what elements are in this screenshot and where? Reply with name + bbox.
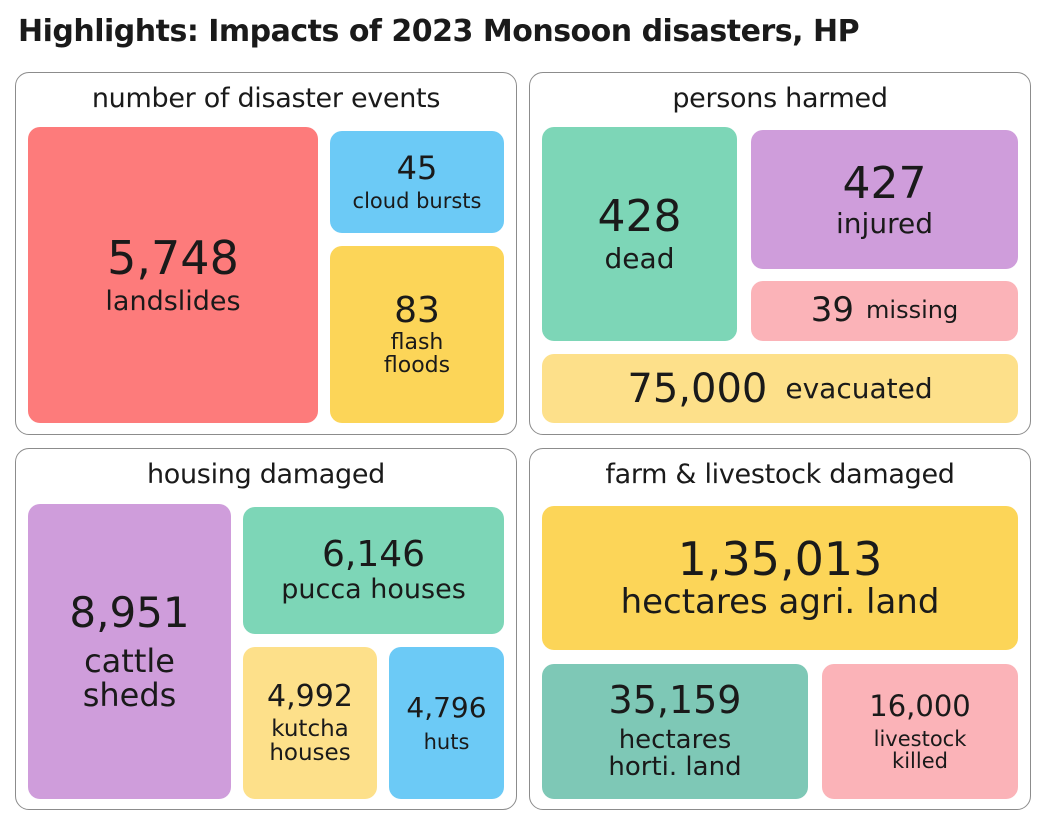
tile-pucca-houses: 6,146 pucca houses <box>243 507 504 634</box>
tile-label: huts <box>423 729 470 754</box>
panel-title: persons harmed <box>672 83 888 114</box>
panel-title: number of disaster events <box>91 83 441 114</box>
tile-evacuated: 75,000 evacuated <box>542 354 1018 423</box>
tile-label: cloud bursts <box>352 188 482 213</box>
tile-label: flash floods <box>383 330 451 379</box>
tile-landslides: 5,748 landslides <box>28 127 318 423</box>
tile-value: 39 <box>810 290 855 331</box>
panel-disaster-events: number of disaster events 5,748 landslid… <box>15 72 517 435</box>
tile-label: pucca houses <box>281 574 466 606</box>
tile-label: injured <box>836 206 933 240</box>
tile-value: 4,796 <box>406 691 487 725</box>
panel-title: housing damaged <box>146 459 386 490</box>
tile-flash-floods: 83 flash floods <box>330 246 504 423</box>
tile-value: 4,992 <box>267 679 353 715</box>
chart-title: Highlights: Impacts of 2023 Monsoon disa… <box>18 14 860 49</box>
tile-value: 35,159 <box>608 678 742 723</box>
tile-injured: 427 injured <box>751 130 1018 269</box>
tile-cloud-bursts: 45 cloud bursts <box>330 131 504 233</box>
tile-label: kutcha houses <box>269 715 351 766</box>
tile-label: hectares horti. land <box>608 725 742 783</box>
tile-horti-land: 35,159 hectares horti. land <box>542 664 808 799</box>
tile-huts: 4,796 huts <box>389 647 504 799</box>
tile-kutcha-houses: 4,992 kutcha houses <box>243 647 377 799</box>
tile-livestock-killed: 16,000 livestock killed <box>822 664 1018 799</box>
tile-value: 428 <box>597 191 682 243</box>
tile-value: 6,146 <box>321 534 426 576</box>
tile-agri-land: 1,35,013 hectares agri. land <box>542 506 1018 650</box>
panel-housing-damaged: housing damaged 8,951 cattle sheds 6,146… <box>15 448 517 810</box>
panel-persons-harmed: persons harmed 428 dead 427 injured 39 m… <box>529 72 1031 435</box>
tile-value: 75,000 <box>627 365 768 412</box>
tile-missing: 39 missing <box>751 281 1018 341</box>
tile-value: 5,748 <box>107 230 239 285</box>
tile-label: dead <box>604 242 675 276</box>
tile-label: missing <box>866 296 959 325</box>
tile-value: 45 <box>396 149 438 188</box>
panel-farm-livestock: farm & livestock damaged 1,35,013 hectar… <box>529 448 1031 810</box>
tile-value: 427 <box>842 157 927 209</box>
tile-dead: 428 dead <box>542 127 737 341</box>
tile-label: landslides <box>105 285 241 317</box>
panel-title: farm & livestock damaged <box>605 459 955 490</box>
tile-value: 83 <box>394 289 440 331</box>
tile-label: hectares agri. land <box>620 582 940 623</box>
tile-cattle-sheds: 8,951 cattle sheds <box>28 504 231 799</box>
tile-value: 1,35,013 <box>677 532 883 586</box>
tile-label: cattle sheds <box>82 641 177 714</box>
tile-label: evacuated <box>785 371 933 405</box>
tile-value: 16,000 <box>869 689 971 724</box>
tile-label: livestock killed <box>873 726 967 773</box>
tile-value: 8,951 <box>69 587 190 637</box>
